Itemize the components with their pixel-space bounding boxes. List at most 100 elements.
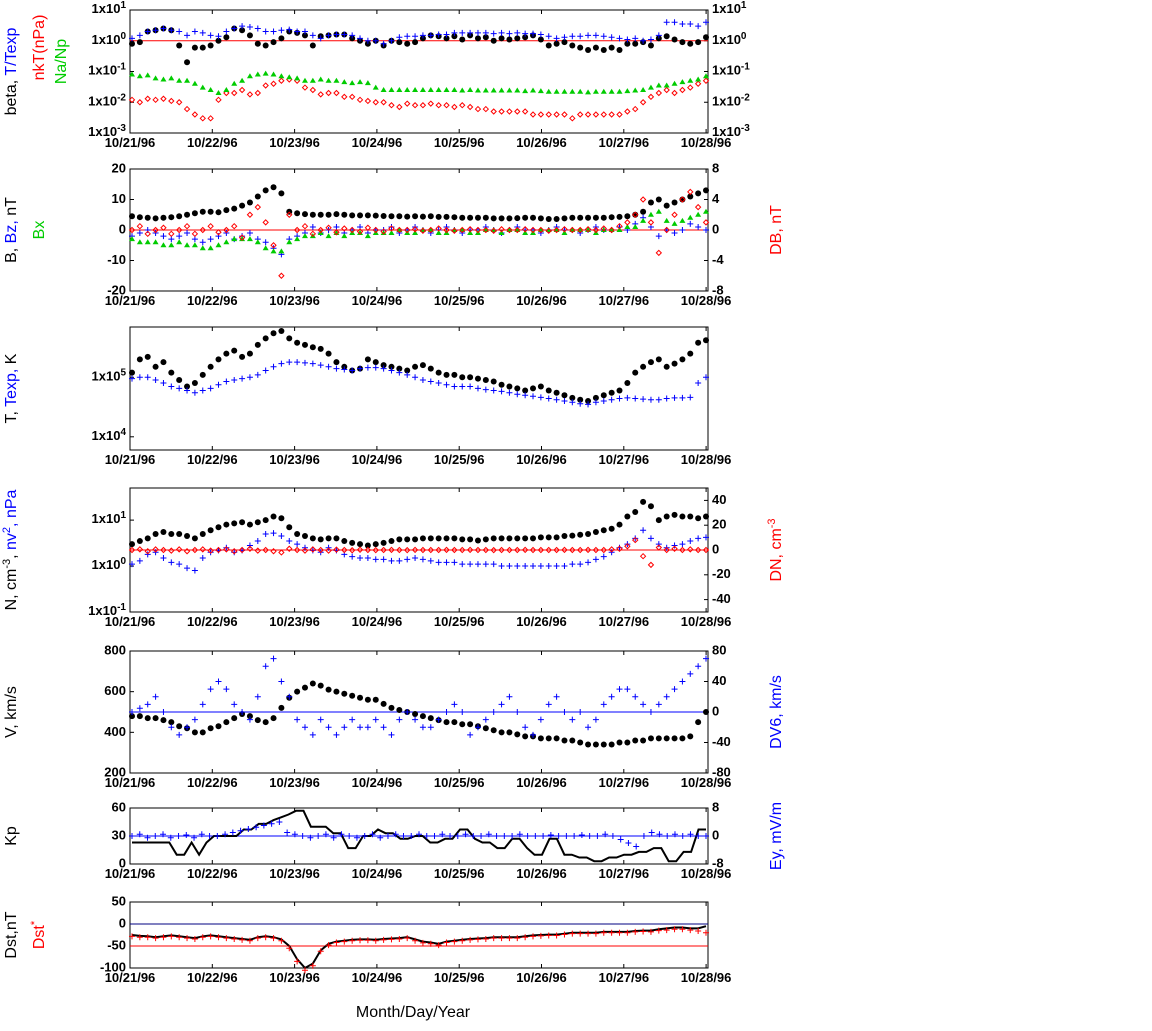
data-point bbox=[309, 32, 316, 39]
data-point bbox=[254, 717, 261, 724]
data-point bbox=[144, 95, 151, 102]
data-point bbox=[514, 731, 521, 738]
y-axis-label-right: DN, cm-3 bbox=[766, 518, 785, 581]
data-point bbox=[608, 396, 615, 403]
data-point bbox=[671, 735, 678, 742]
data-point bbox=[144, 701, 151, 708]
y-tick-label-left: 30 bbox=[112, 827, 126, 842]
data-point bbox=[585, 930, 592, 937]
data-point bbox=[246, 211, 254, 218]
data-point bbox=[403, 100, 411, 107]
data-point bbox=[207, 363, 214, 370]
data-point bbox=[482, 716, 489, 723]
data-point bbox=[136, 39, 143, 46]
data-point bbox=[270, 530, 277, 537]
data-point bbox=[309, 962, 316, 969]
data-point bbox=[647, 211, 654, 217]
data-point bbox=[372, 359, 379, 366]
data-point bbox=[364, 37, 371, 44]
data-point bbox=[545, 227, 552, 234]
data-point bbox=[325, 89, 332, 97]
data-point bbox=[679, 678, 686, 685]
data-point bbox=[553, 389, 560, 396]
data-point bbox=[553, 735, 560, 742]
y-tick-label-right: 8 bbox=[712, 160, 719, 175]
data-point bbox=[372, 212, 379, 219]
data-point bbox=[498, 108, 505, 115]
data-point bbox=[663, 363, 670, 370]
data-point bbox=[333, 731, 340, 738]
data-point bbox=[419, 546, 427, 554]
data-point bbox=[183, 548, 191, 555]
data-point bbox=[451, 33, 458, 40]
data-point bbox=[301, 724, 308, 731]
x-tick-label: 10/26/96 bbox=[516, 614, 567, 629]
data-point bbox=[372, 716, 379, 723]
data-point bbox=[144, 230, 151, 238]
data-point bbox=[223, 378, 230, 385]
y-axis-label-left-part: Dst,nT bbox=[3, 911, 20, 958]
data-point bbox=[679, 196, 686, 203]
data-point bbox=[199, 115, 206, 122]
data-point bbox=[144, 239, 151, 245]
plot-frame bbox=[129, 326, 709, 451]
data-point bbox=[286, 524, 293, 531]
data-point bbox=[679, 513, 686, 520]
data-point bbox=[380, 212, 387, 219]
data-point bbox=[561, 737, 568, 744]
data-point bbox=[301, 533, 308, 540]
data-point bbox=[545, 33, 552, 40]
series-1 bbox=[129, 327, 709, 404]
y-tick-label-right: 1x10-1 bbox=[712, 61, 750, 78]
data-point bbox=[223, 28, 230, 35]
data-point bbox=[443, 87, 450, 93]
data-point bbox=[239, 709, 246, 715]
data-point bbox=[663, 217, 670, 223]
data-point bbox=[286, 26, 293, 33]
data-point bbox=[294, 688, 301, 695]
data-point bbox=[325, 224, 332, 231]
data-point bbox=[490, 387, 497, 394]
data-point bbox=[608, 44, 615, 51]
data-point bbox=[569, 214, 576, 221]
data-point bbox=[384, 833, 391, 839]
data-point bbox=[474, 375, 481, 382]
data-point bbox=[530, 214, 537, 221]
data-point bbox=[191, 236, 198, 243]
data-point bbox=[459, 36, 466, 43]
data-point bbox=[663, 202, 670, 209]
x-tick-label: 10/25/96 bbox=[434, 970, 485, 985]
data-point bbox=[239, 77, 246, 83]
data-point bbox=[301, 84, 309, 91]
data-point bbox=[309, 223, 316, 230]
data-point bbox=[702, 77, 710, 84]
data-point bbox=[199, 29, 206, 36]
data-point bbox=[639, 552, 647, 560]
data-point bbox=[168, 724, 175, 731]
data-point bbox=[262, 367, 269, 374]
data-point bbox=[616, 387, 623, 394]
y-axis-label-right: Ey, mV/m bbox=[768, 802, 785, 870]
data-point bbox=[388, 538, 395, 545]
y-axis-label-left-2-part: * bbox=[29, 920, 41, 925]
data-point bbox=[388, 557, 395, 564]
data-point bbox=[392, 831, 399, 838]
data-point bbox=[687, 513, 694, 520]
data-point bbox=[411, 102, 419, 109]
data-point bbox=[333, 211, 340, 218]
data-point bbox=[191, 716, 198, 723]
data-point bbox=[703, 187, 709, 194]
series-2 bbox=[129, 926, 709, 974]
data-point bbox=[270, 39, 277, 46]
data-point bbox=[357, 541, 364, 548]
data-point bbox=[207, 385, 214, 392]
data-point bbox=[647, 84, 654, 90]
data-point bbox=[364, 233, 371, 239]
data-point bbox=[648, 829, 655, 836]
data-point bbox=[545, 111, 552, 118]
data-point bbox=[380, 936, 387, 943]
data-point bbox=[396, 226, 403, 234]
y-axis-label-left-part: Texp, bbox=[3, 369, 20, 411]
data-point bbox=[624, 686, 631, 693]
data-point bbox=[199, 208, 206, 215]
